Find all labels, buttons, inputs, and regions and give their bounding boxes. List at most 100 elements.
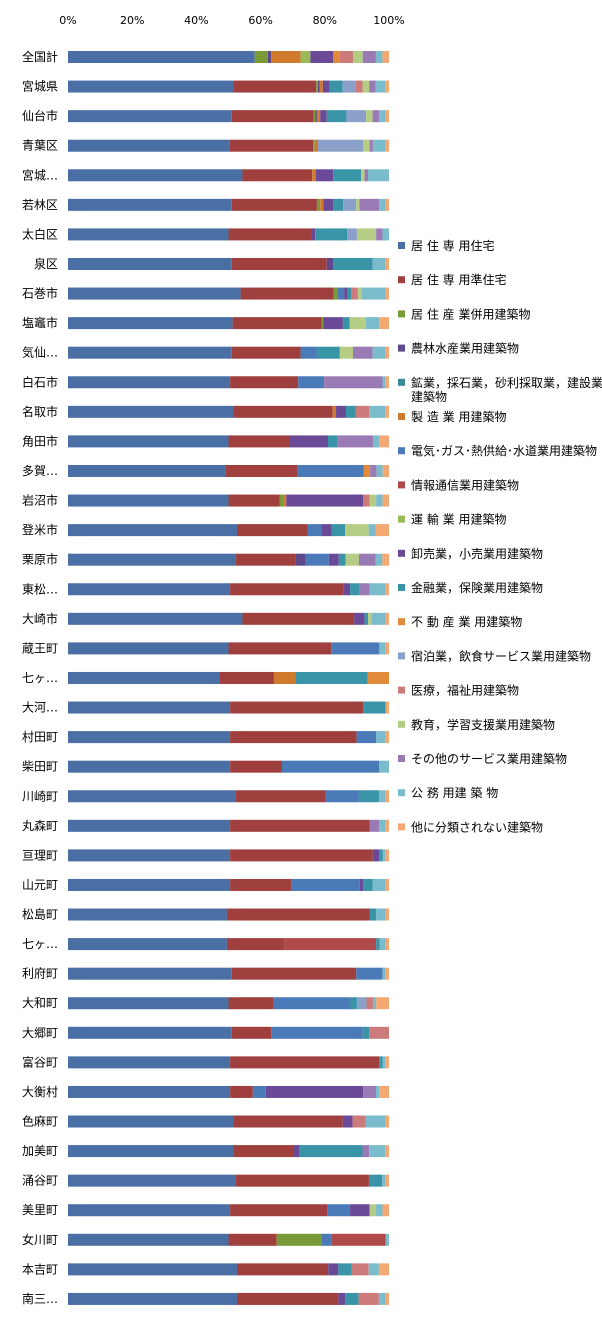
category-label: 白石市 — [22, 374, 58, 389]
bar-segment — [376, 908, 386, 921]
x-axis: 0% 20% 40% 60% 80% 100% — [59, 14, 404, 27]
bar-segment — [321, 524, 332, 537]
bar-segment — [314, 139, 319, 152]
bar-segment — [240, 287, 334, 300]
bar-segment — [68, 524, 237, 537]
bar-segment — [333, 287, 338, 300]
legend-label: 他に分類されない建築物 — [411, 819, 543, 834]
bar-segment — [312, 169, 316, 182]
bar-segment — [226, 938, 285, 951]
category-label: 泉区 — [34, 257, 58, 271]
bar-segment — [359, 878, 364, 891]
bar-segment — [320, 110, 327, 123]
bar-segment — [316, 80, 318, 93]
bar-segment — [344, 287, 348, 300]
bar-segment — [347, 287, 352, 300]
bar-segment — [324, 376, 383, 389]
bar-segment — [235, 1174, 369, 1187]
bar-segment — [68, 376, 231, 389]
bar-segment — [368, 524, 376, 537]
bar-segment — [385, 1233, 389, 1246]
bar-segment — [332, 405, 337, 418]
bar-segment — [298, 376, 325, 389]
bar-segment — [291, 878, 360, 891]
bar-segment — [225, 464, 298, 477]
legend-label: その他のサービス業用建築物 — [411, 751, 567, 766]
bar-segment — [382, 967, 386, 980]
bar-segment — [289, 435, 329, 448]
bar-segment — [68, 435, 229, 448]
bar-segment — [355, 80, 363, 93]
bar-segment — [331, 642, 380, 655]
bar-segment — [279, 494, 284, 507]
legend-label: 教育，学習支援業用建築物 — [411, 717, 555, 732]
bar-segment — [368, 169, 389, 182]
bar-segment — [379, 1056, 383, 1069]
bar-segment — [315, 169, 334, 182]
bar-segment — [331, 524, 346, 537]
bar-segment — [379, 938, 386, 951]
bar-segment — [68, 257, 232, 270]
bar-segment — [342, 317, 350, 330]
bar-segment — [382, 228, 389, 241]
bar-segment — [376, 464, 383, 477]
bar-segment — [295, 553, 306, 566]
bar-segment — [231, 257, 327, 270]
bar-segment — [68, 228, 229, 241]
bar-segment — [307, 524, 322, 537]
legend-swatch — [398, 720, 405, 728]
bar-segment — [68, 1145, 234, 1158]
bar-segment — [376, 1204, 383, 1217]
bar-segment — [68, 760, 231, 773]
x-tick-label: 100% — [373, 14, 404, 27]
bar-segment — [372, 849, 380, 862]
category-label: 太白区 — [22, 226, 58, 241]
bar-segment — [68, 1026, 232, 1039]
bar-segment — [363, 494, 370, 507]
bar-segment — [369, 819, 380, 832]
category-label: 美里町 — [22, 1203, 58, 1217]
bar-segment — [376, 228, 383, 241]
bar-segment — [338, 1263, 352, 1276]
bar-segment — [369, 583, 386, 596]
bar-segment — [68, 1056, 231, 1069]
category-label: 大和町 — [22, 996, 58, 1010]
bar-segment — [327, 1204, 351, 1217]
bar-segment — [226, 908, 370, 921]
bar-segment — [363, 701, 386, 714]
legend-swatch — [398, 242, 405, 249]
category-label: 山元町 — [22, 878, 58, 892]
bar-segment — [68, 1085, 231, 1098]
category-label: 本吉町 — [22, 1262, 58, 1276]
bar-segment — [358, 790, 379, 803]
legend-swatch — [398, 310, 405, 318]
category-label: 気仙… — [22, 345, 58, 360]
bar-segment — [372, 346, 386, 359]
bar-segment — [68, 1115, 234, 1128]
bar-segment — [354, 612, 365, 625]
bar-segment — [68, 139, 230, 152]
bar-segment — [230, 878, 292, 891]
category-label: 丸森町 — [22, 818, 58, 833]
bar-segment — [339, 51, 353, 63]
bar-segment — [68, 849, 231, 862]
x-tick-label: 60% — [248, 14, 272, 27]
bar-segment — [230, 1204, 328, 1217]
bar-segment — [351, 287, 358, 300]
bar-segment — [295, 671, 368, 684]
bar-segment — [300, 51, 311, 63]
bar-segment — [232, 317, 322, 330]
bar-segment — [376, 1085, 380, 1098]
bar-segment — [315, 228, 348, 241]
bar-segment — [293, 1145, 300, 1158]
bar-segment — [230, 1085, 253, 1098]
bars — [68, 51, 389, 1305]
bar-segment — [321, 1233, 332, 1246]
x-tick-label: 20% — [120, 14, 144, 27]
bar-segment — [385, 1145, 389, 1158]
bar-segment — [378, 790, 386, 803]
bar-segment — [230, 1056, 380, 1069]
bar-segment — [68, 1174, 236, 1187]
